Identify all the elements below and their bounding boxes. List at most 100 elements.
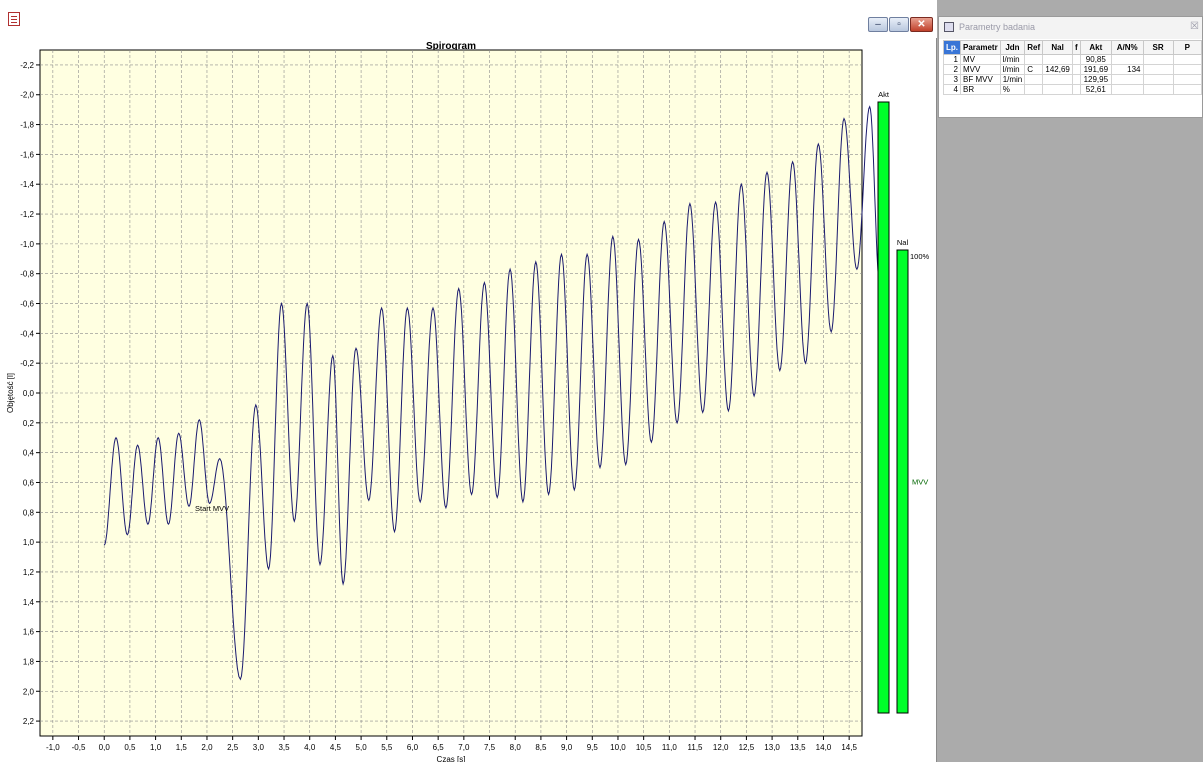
table-cell — [1142, 64, 1174, 75]
x-tick-label: 1,0 — [150, 743, 162, 752]
y-tick-label: -2,2 — [20, 61, 34, 70]
parameters-table: Lp. Parametr Jdn Ref Nal f Akt A/N% SR P 1 MV l/min… — [943, 40, 1203, 95]
spirogram-chart[interactable]: -1,0 -0,5 0,0 0,5 1,0 1,5 2,0 2,5 3,0 3,5 4,0 4,5 5,… — [0, 38, 935, 762]
table-cell — [1024, 84, 1044, 95]
table-cell — [1024, 74, 1044, 85]
x-tick-label: 0,0 — [99, 743, 111, 752]
x-tick-label: 3,5 — [278, 743, 290, 752]
minimize-icon: – — [875, 19, 881, 30]
x-tick-label: 14,0 — [816, 743, 832, 752]
column-header-4[interactable]: Nal — [1042, 40, 1074, 55]
document-icon[interactable] — [8, 12, 20, 26]
chart-title: Spirogram — [425, 41, 476, 52]
x-tick-label: 12,0 — [713, 743, 729, 752]
table-row[interactable]: 4 BR% 52,61 — [943, 84, 1203, 95]
table-cell: C — [1024, 64, 1044, 75]
close-button[interactable]: ✕ — [910, 17, 933, 32]
x-tick-label: 2,5 — [227, 743, 239, 752]
table-row[interactable]: 1 MV l/min 90,85 — [943, 54, 1203, 65]
parameters-title: Parametry badania — [959, 22, 1036, 32]
column-header-5[interactable]: f — [1072, 40, 1081, 55]
y-tick-label: -1,0 — [20, 240, 34, 249]
mvv-side-label: MVV — [912, 478, 928, 487]
y-tick-label: -1,4 — [20, 180, 34, 189]
x-tick-label: 4,5 — [330, 743, 342, 752]
table-cell: l/min — [999, 64, 1026, 75]
column-header-2[interactable]: Jdn — [999, 40, 1026, 55]
minimize-button[interactable]: – — [868, 17, 888, 32]
spirogram-window: – ▫ ✕ Spirogram -1,0 -0,5 0,0 0,5 1,0 1,5 2,0 2… — [0, 0, 937, 762]
maximize-button[interactable]: ▫ — [889, 17, 909, 32]
y-tick-label: 0,8 — [23, 508, 35, 517]
x-tick-label: 4,0 — [304, 743, 316, 752]
table-cell — [1042, 74, 1074, 85]
table-cell — [1110, 54, 1144, 65]
nal-bar-label: Nal — [897, 238, 909, 247]
table-cell: 1/min — [999, 74, 1026, 85]
table-cell: BF MVV — [960, 74, 1001, 85]
x-tick-label: 14,5 — [841, 743, 857, 752]
table-row[interactable]: 3 BF MVV 1/min 129,95 — [943, 74, 1203, 85]
column-header-9[interactable]: P — [1172, 40, 1203, 55]
parameters-window: Parametry badania ☒ Lp. Parametr Jdn Ref Nal… — [938, 16, 1203, 118]
nal-bar — [896, 249, 909, 714]
y-tick-label: -0,2 — [20, 359, 34, 368]
table-cell — [1172, 74, 1203, 85]
x-tick-label: 12,5 — [739, 743, 755, 752]
y-tick-label: -1,2 — [20, 210, 34, 219]
table-cell: 52,61 — [1079, 84, 1112, 95]
volume-series-line — [103, 105, 881, 681]
maximize-icon: ▫ — [897, 19, 901, 30]
table-cell — [1110, 74, 1144, 85]
x-tick-label: 9,0 — [561, 743, 573, 752]
table-cell — [1024, 54, 1044, 65]
column-header-6[interactable]: Akt — [1079, 40, 1112, 55]
table-cell: 2 — [943, 64, 961, 75]
close-icon[interactable]: ☒ — [1190, 21, 1199, 32]
table-cell — [1142, 84, 1174, 95]
table-cell: MV — [960, 54, 1001, 65]
table-cell: 4 — [943, 84, 961, 95]
table-cell — [1110, 84, 1144, 95]
y-tick-label: 0,0 — [23, 389, 35, 398]
window-icon — [944, 22, 954, 32]
table-cell — [1042, 54, 1074, 65]
x-tick-label: 6,0 — [407, 743, 419, 752]
table-row[interactable]: 2 MVV l/min C 142,69 191,69 134 — [943, 64, 1203, 75]
y-tick-label: -0,8 — [20, 270, 34, 279]
y-tick-label: 2,2 — [23, 717, 35, 726]
y-tick-label: 0,4 — [23, 449, 35, 458]
y-tick-label: 1,2 — [23, 568, 35, 577]
x-tick-label: 5,5 — [381, 743, 393, 752]
column-header-3[interactable]: Ref — [1024, 40, 1044, 55]
table-cell: MVV — [960, 64, 1001, 75]
table-cell — [1172, 64, 1203, 75]
x-tick-label: 6,5 — [433, 743, 445, 752]
akt-bar-label: Akt — [878, 90, 890, 99]
column-header-7[interactable]: A/N% — [1110, 40, 1144, 55]
x-tick-label: 8,0 — [510, 743, 522, 752]
table-cell — [1142, 74, 1174, 85]
x-tick-label: 1,5 — [176, 743, 188, 752]
y-tick-label: -2,0 — [20, 91, 34, 100]
column-header-8[interactable]: SR — [1142, 40, 1174, 55]
close-icon: ✕ — [917, 19, 926, 30]
table-cell — [1172, 54, 1203, 65]
x-tick-label: 5,0 — [356, 743, 368, 752]
table-cell: % — [999, 84, 1026, 95]
table-cell — [1142, 54, 1174, 65]
y-tick-label: 1,6 — [23, 628, 35, 637]
y-tick-label: 0,2 — [23, 419, 35, 428]
table-cell: 1 — [943, 54, 961, 65]
table-cell — [1072, 84, 1081, 95]
x-tick-label: 10,0 — [610, 743, 626, 752]
column-header-0[interactable]: Lp. — [943, 40, 961, 55]
table-cell — [1072, 54, 1081, 65]
y-tick-label: 1,0 — [23, 538, 35, 547]
nal-percent-label: 100% — [910, 252, 930, 261]
x-tick-label: -0,5 — [72, 743, 86, 752]
table-cell — [1072, 64, 1081, 75]
column-header-1[interactable]: Parametr — [960, 40, 1001, 55]
y-tick-label: -1,8 — [20, 121, 34, 130]
